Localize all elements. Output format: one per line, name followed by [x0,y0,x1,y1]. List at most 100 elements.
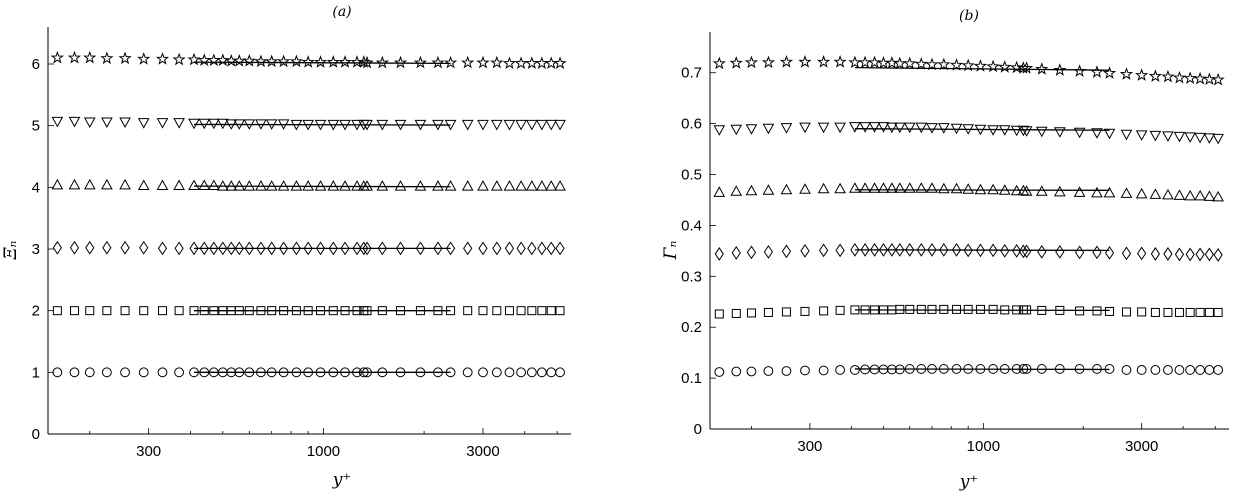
data-point-triangle-up [877,182,890,193]
data-point-star [1172,70,1187,84]
data-point-circle [120,367,130,378]
data-point-square [1174,307,1184,317]
data-point-triangle-down [525,119,538,131]
data-point-square [267,306,277,316]
data-point-star [1090,65,1104,78]
data-point-square [199,306,209,316]
data-point-square [819,306,829,316]
x-tick-label: 300 [797,438,822,455]
data-point-circle [362,367,372,378]
data-point-diamond [174,241,184,256]
data-point-triangle-up [302,180,315,191]
data-point-circle [1213,365,1224,375]
x-tick-label: 1000 [967,438,1000,455]
data-point-circle [860,364,870,375]
data-point-circle [938,364,949,374]
data-point-triangle-up [937,182,950,194]
data-point-triangle-up [1184,189,1196,201]
data-point-diamond [781,244,792,259]
data-point-star [1135,68,1149,81]
series-triangle-up [51,178,566,191]
data-point-square [516,306,526,316]
data-point-diamond [52,240,62,255]
axes: 300 1000 3000 0 1 2 3 4 5 6 [32,27,571,460]
fit-line [854,189,1110,191]
data-point-square [85,306,95,316]
data-point-star [83,50,97,64]
data-point-triangle-up [119,178,131,190]
data-point-circle [101,367,112,378]
data-point-triangle-up [361,180,373,191]
data-point-diamond [291,241,302,256]
data-point-diamond [835,243,845,258]
data-point-diamond [433,241,443,256]
data-point-square [537,306,547,316]
data-point-triangle-down [51,116,64,128]
data-point-star [903,56,917,70]
data-point-triangle-up [188,179,200,190]
data-point-square [492,306,502,316]
data-point-star [265,54,279,68]
data-point-triangle-down [1120,129,1133,141]
panel-label: (a) [332,4,351,20]
data-point-triangle-down [1162,131,1174,142]
data-point-triangle-down [339,119,351,131]
data-point-star [502,56,517,70]
data-point-star [461,55,475,69]
data-point-circle [266,367,277,378]
data-point-triangle-up [290,180,303,191]
data-point-triangle-up [799,183,811,194]
data-point-triangle-down [216,118,229,130]
data-point-square [234,306,244,316]
data-point-triangle-down [156,118,169,129]
data-point-square [1195,307,1205,317]
data-point-circle [731,366,742,377]
data-point-square [1137,307,1147,317]
data-point-triangle-down [302,119,315,131]
data-point-circle [763,366,774,376]
data-point-triangle-down [376,119,389,131]
y-tick-label: 2 [32,303,40,320]
data-point-circle [1036,364,1047,374]
data-point-circle [189,367,199,378]
y-tick-label: 1 [32,364,40,381]
data-point-diamond [102,240,112,255]
data-point-star [1102,66,1117,79]
data-point-star [197,53,211,66]
data-point-triangle-down [351,119,363,131]
data-point-square [340,306,350,316]
y-tick-label: 0.3 [681,268,702,285]
data-point-star [848,55,862,69]
data-point-triangle-down [515,119,527,131]
data-point-star [1161,69,1175,83]
y-tick-label: 0 [32,426,40,443]
data-point-triangle-up [351,180,363,191]
data-point-circle [415,367,426,378]
data-point-star [1119,67,1134,80]
data-point-star [1193,71,1207,85]
y-tick-label: 0.6 [681,116,702,133]
data-point-triangle-up [745,184,758,196]
data-point-diamond [555,241,565,256]
data-point-triangle-up [1173,189,1186,200]
data-point-star [893,56,907,70]
data-point-square [256,306,266,316]
data-point-triangle-down [414,119,427,131]
fit-line [194,185,451,188]
data-point-circle [138,367,149,378]
data-point-circle [377,367,388,378]
data-point-diamond [1074,245,1085,260]
data-point-square [952,304,962,314]
fit-line [854,128,1110,131]
data-point-diamond [819,243,829,258]
data-point-circle [199,367,210,378]
series-star [50,50,567,70]
data-point-diamond [1174,247,1185,262]
data-point-triangle-up [962,183,975,194]
axes: 300 1000 3000 0 0.1 0.2 0.3 0.4 0.5 0.6 0.7 [681,32,1229,455]
data-point-square [895,304,905,314]
data-point-circle [975,364,986,374]
data-point-square [139,306,149,316]
data-point-triangle-up [277,180,290,191]
data-point-triangle-down [327,119,340,131]
